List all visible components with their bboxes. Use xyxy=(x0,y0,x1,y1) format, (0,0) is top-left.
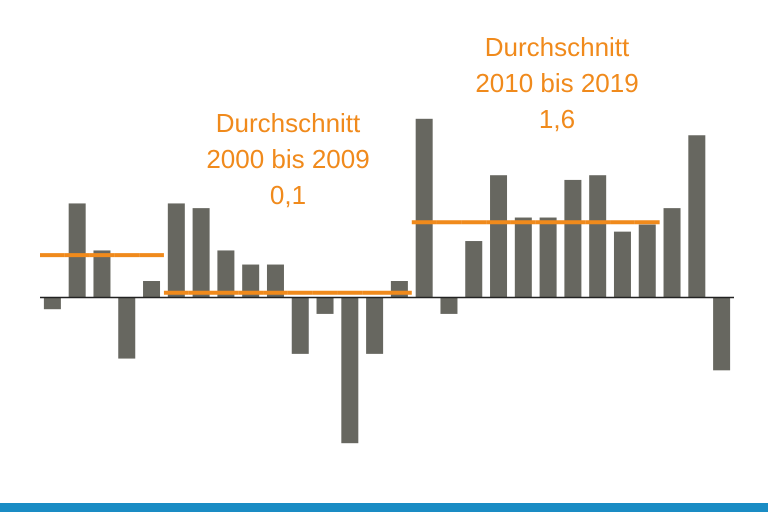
bar xyxy=(440,297,458,314)
annotation: Durchschnitt xyxy=(485,32,630,62)
annotation: Durchschnitt xyxy=(216,108,361,138)
annotation: 1,6 xyxy=(539,104,575,134)
bar xyxy=(43,297,61,310)
bar xyxy=(242,264,260,298)
footer-bar xyxy=(0,503,768,512)
bar xyxy=(713,297,731,371)
bar xyxy=(490,175,508,298)
bar xyxy=(688,135,706,298)
bar xyxy=(192,208,210,298)
bar xyxy=(638,224,656,298)
bar xyxy=(118,297,136,359)
bar xyxy=(316,297,334,314)
bar xyxy=(217,250,235,298)
bar xyxy=(390,281,408,298)
bar xyxy=(539,217,557,298)
bar xyxy=(341,297,359,444)
bar xyxy=(613,231,631,298)
annotation: 2000 bis 2009 xyxy=(206,144,369,174)
bar xyxy=(366,297,384,354)
bar xyxy=(663,208,681,298)
bar xyxy=(143,281,161,298)
bar xyxy=(589,175,607,298)
bar xyxy=(514,217,532,298)
bar xyxy=(266,264,284,298)
bar xyxy=(68,203,86,298)
bar xyxy=(93,250,111,298)
bar xyxy=(291,297,309,354)
annotation: 0,1 xyxy=(270,180,306,210)
bar xyxy=(167,203,185,298)
annotation: 2010 bis 2019 xyxy=(475,68,638,98)
bar xyxy=(564,179,582,298)
bar xyxy=(465,241,483,298)
bar xyxy=(415,118,433,298)
